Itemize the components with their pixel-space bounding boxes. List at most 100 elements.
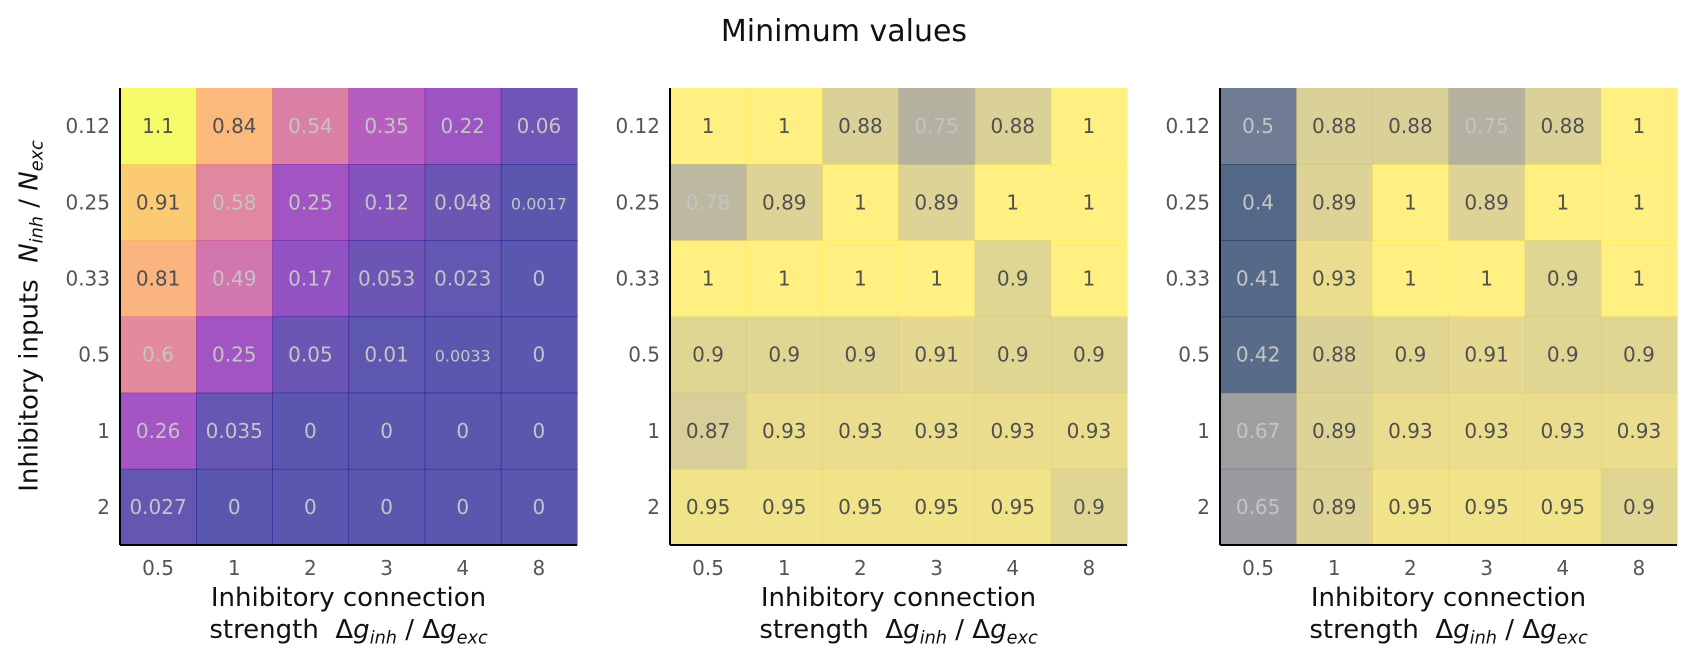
heatmap-1: 1.1 0.84 0.54 0.35 0.22 0.060.91 0.58 0.25 0.12 0… (65, 88, 578, 580)
cell-value-label: 0.9 (1623, 343, 1655, 367)
cell-value-label: 1 (854, 190, 867, 214)
heatmap-cell (974, 240, 1052, 318)
heatmap-cell (1050, 240, 1128, 318)
cell-value-label: 0.95 (914, 495, 959, 519)
cell-value-label: 1 (1083, 266, 1096, 290)
cell-value-label: 0.49 (212, 266, 257, 290)
x-tick-label: 4 (456, 556, 469, 580)
cell-value-label: 0.027 (129, 495, 186, 519)
cell-value-label: 0.87 (686, 419, 731, 443)
heatmap-cell (670, 164, 747, 241)
heatmap-cell (1220, 468, 1297, 546)
heatmap-cell (1050, 392, 1128, 470)
heatmap-cell (1050, 468, 1128, 546)
heatmap-cell (120, 468, 197, 546)
heatmap-cell (272, 240, 350, 318)
heatmap-cell (1372, 392, 1450, 470)
heatmap-cell (120, 164, 197, 241)
y-tick-label: 0.25 (1165, 190, 1210, 214)
heatmap-cell (822, 164, 900, 241)
y-tick-label: 0.33 (65, 266, 110, 290)
heatmap-cell (1524, 316, 1602, 394)
heatmap-cell (424, 164, 502, 241)
cell-value-label: 0.58 (212, 190, 257, 214)
cell-value-label: 0.89 (1312, 419, 1357, 443)
heatmap-cell (272, 468, 350, 546)
cell-value-label: 1 (1006, 190, 1019, 214)
cell-value-label: 0.0033 (435, 347, 491, 366)
heatmap-cell (1050, 88, 1128, 165)
x-tick-label: 3 (930, 556, 943, 580)
cell-value-label: 0.9 (1073, 495, 1105, 519)
heatmap-cell (898, 88, 976, 165)
cell-value-label: 1 (1083, 114, 1096, 138)
cell-value-label: 0.023 (434, 266, 491, 290)
cell-value-label: 0.93 (1067, 419, 1112, 443)
heatmap-cell (1524, 392, 1602, 470)
heatmap-cell (1220, 392, 1297, 470)
y-sep: / (14, 190, 45, 217)
cell-value-label: 1 (778, 266, 791, 290)
heatmap-cell (348, 392, 426, 470)
cell-value-label: 0.048 (434, 190, 491, 214)
cell-value-label: 0 (228, 495, 241, 519)
cell-value-label: 0.89 (914, 190, 959, 214)
cell-value-label: 0.67 (1236, 419, 1281, 443)
cell-value-label: 0.95 (990, 495, 1035, 519)
heatmap-cell (898, 468, 976, 546)
heatmap-cell (1372, 164, 1450, 241)
cell-value-label: 0 (304, 495, 317, 519)
cell-value-label: 0.95 (1540, 495, 1585, 519)
cell-value-label: 0.25 (212, 343, 257, 367)
cell-value-label: 1 (1480, 266, 1493, 290)
heatmap-cell (196, 164, 273, 241)
x-tick-label: 8 (1083, 556, 1096, 580)
heatmap-cell (424, 88, 502, 165)
cell-value-label: 0.12 (364, 190, 409, 214)
cell-value-label: 0.053 (358, 266, 415, 290)
cell-value-label: 0 (380, 419, 393, 443)
heatmap-cell (822, 392, 900, 470)
x-axis-label-3: Inhibitory connection strength Δginh / Δ… (1220, 582, 1677, 654)
x-tick-label: 8 (1633, 556, 1646, 580)
heatmap-cell (1296, 316, 1373, 394)
heatmap-cell (424, 240, 502, 318)
figure-title: Minimum values (720, 14, 968, 49)
y-tick-label: 0.5 (628, 343, 660, 367)
heatmap-cell (1296, 164, 1373, 241)
cell-value-label: 0.91 (136, 190, 181, 214)
x-tick-label: 4 (1006, 556, 1019, 580)
heatmap-cell (348, 240, 426, 318)
cell-value-label: 0.88 (1312, 114, 1357, 138)
cell-value-label: 0.89 (1312, 190, 1357, 214)
heatmap-cell (120, 240, 197, 318)
heatmap-cell (746, 240, 823, 318)
cell-value-label: 0.89 (762, 190, 807, 214)
cell-value-label: 1 (778, 114, 791, 138)
heatmap-cell (120, 392, 197, 470)
heatmap-cell (746, 88, 823, 165)
heatmap-cell (500, 392, 578, 470)
heatmap-cell (120, 316, 197, 394)
cell-value-label: 0.95 (1464, 495, 1509, 519)
heatmap-cell (272, 392, 350, 470)
cell-value-label: 0 (533, 495, 546, 519)
y-tick-label: 0.25 (615, 190, 660, 214)
y-axis-label: Inhibitory inputs Ninh / Nexc (14, 140, 47, 492)
cell-value-label: 0 (380, 495, 393, 519)
cell-value-label: 1 (930, 266, 943, 290)
heatmap-cell (1524, 88, 1602, 165)
cell-value-label: 0.6 (142, 343, 174, 367)
heatmap-cell (670, 88, 747, 165)
cell-value-label: 1 (702, 114, 715, 138)
cell-value-label: 0.84 (212, 114, 257, 138)
y-tick-label: 2 (97, 495, 110, 519)
y-tick-label: 0.12 (65, 114, 110, 138)
cell-value-label: 0.9 (997, 343, 1029, 367)
cell-value-label: 1 (702, 266, 715, 290)
heatmap-cell (1372, 88, 1450, 165)
y-den-var: N (14, 171, 45, 191)
heatmap-cell (1524, 468, 1602, 546)
cell-value-label: 0.35 (364, 114, 409, 138)
cell-value-label: 0.06 (517, 114, 562, 138)
